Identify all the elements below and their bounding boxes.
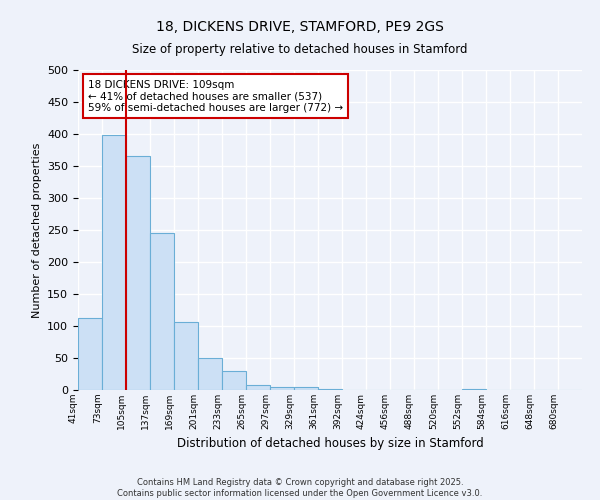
- Text: 18 DICKENS DRIVE: 109sqm
← 41% of detached houses are smaller (537)
59% of semi-: 18 DICKENS DRIVE: 109sqm ← 41% of detach…: [88, 80, 343, 113]
- Bar: [198, 358, 222, 390]
- Text: Size of property relative to detached houses in Stamford: Size of property relative to detached ho…: [132, 42, 468, 56]
- Bar: [126, 156, 150, 390]
- Bar: [102, 134, 126, 390]
- Bar: [78, 318, 102, 390]
- Bar: [222, 371, 246, 390]
- Y-axis label: Number of detached properties: Number of detached properties: [32, 142, 41, 318]
- Bar: [294, 387, 318, 390]
- X-axis label: Distribution of detached houses by size in Stamford: Distribution of detached houses by size …: [176, 438, 484, 450]
- Text: 18, DICKENS DRIVE, STAMFORD, PE9 2GS: 18, DICKENS DRIVE, STAMFORD, PE9 2GS: [156, 20, 444, 34]
- Bar: [174, 322, 198, 390]
- Bar: [270, 387, 294, 390]
- Bar: [150, 233, 174, 390]
- Bar: [246, 385, 270, 390]
- Text: Contains HM Land Registry data © Crown copyright and database right 2025.
Contai: Contains HM Land Registry data © Crown c…: [118, 478, 482, 498]
